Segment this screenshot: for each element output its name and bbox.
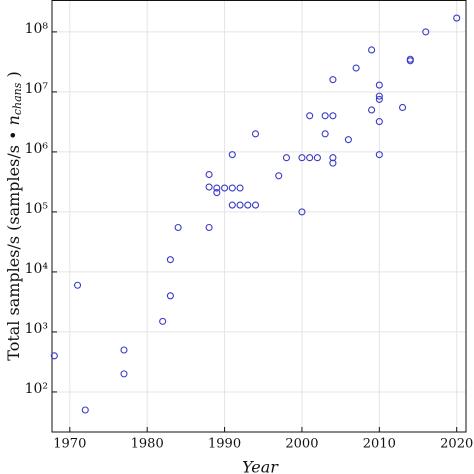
point — [321, 130, 329, 138]
y-tick-label: 10⁵ — [25, 201, 49, 217]
point — [306, 112, 314, 120]
point — [205, 183, 213, 191]
y-axis-label: Total samples/s (samples/s • nchans ) — [4, 71, 25, 360]
x-axis-label: Year — [242, 458, 279, 474]
point — [406, 57, 414, 65]
x-tick-label: 2000 — [285, 437, 318, 452]
point — [329, 159, 337, 167]
point — [398, 103, 407, 112]
y-tick-label: 10² — [25, 381, 48, 397]
point — [251, 201, 260, 209]
y-tick-label: 10⁷ — [25, 81, 49, 97]
point — [236, 184, 244, 192]
plot-frame — [51, 0, 467, 433]
point — [213, 189, 221, 197]
point — [73, 281, 82, 289]
point — [228, 201, 236, 209]
point — [205, 223, 213, 232]
point — [228, 151, 236, 159]
point — [275, 172, 283, 180]
point — [213, 184, 221, 192]
point — [329, 76, 337, 84]
point — [228, 184, 236, 192]
point — [375, 92, 383, 100]
point — [375, 151, 383, 159]
point — [375, 95, 383, 103]
point — [329, 112, 337, 120]
y-label-part: n — [4, 115, 23, 125]
point — [422, 28, 430, 36]
point — [159, 317, 167, 325]
point — [174, 223, 182, 232]
y-tick-label: 10⁸ — [25, 21, 49, 37]
y-label-part: Total samples/s (samples/s • — [4, 125, 23, 360]
x-tick-label: 1990 — [208, 437, 241, 452]
x-tick-label: 1980 — [131, 437, 164, 452]
point — [81, 406, 89, 414]
point — [306, 154, 314, 162]
point — [236, 201, 244, 209]
x-tick-label: 1970 — [53, 437, 86, 452]
x-tick-label: 2020 — [440, 437, 473, 452]
point — [375, 118, 383, 126]
point — [244, 201, 252, 209]
y-tick-label: 10⁴ — [25, 261, 49, 277]
point — [166, 256, 174, 264]
y-tick-label: 10⁶ — [25, 141, 49, 157]
point — [50, 352, 58, 360]
point — [321, 112, 329, 120]
point — [368, 106, 376, 114]
point — [313, 154, 321, 162]
point — [368, 46, 376, 54]
point — [120, 370, 128, 378]
point — [120, 346, 128, 354]
y-label-part: ) — [4, 71, 23, 82]
point — [282, 154, 291, 162]
y-label-sub: chans — [11, 82, 24, 115]
point — [375, 81, 383, 89]
point — [344, 136, 352, 144]
point — [166, 292, 174, 300]
point — [329, 154, 337, 162]
point — [352, 64, 360, 72]
point — [453, 14, 461, 22]
point — [298, 208, 306, 216]
point — [221, 184, 229, 192]
x-tick-label: 2010 — [363, 437, 396, 452]
y-tick-label: 10³ — [25, 321, 48, 337]
point — [298, 154, 306, 162]
point — [251, 130, 260, 138]
point — [205, 170, 213, 179]
